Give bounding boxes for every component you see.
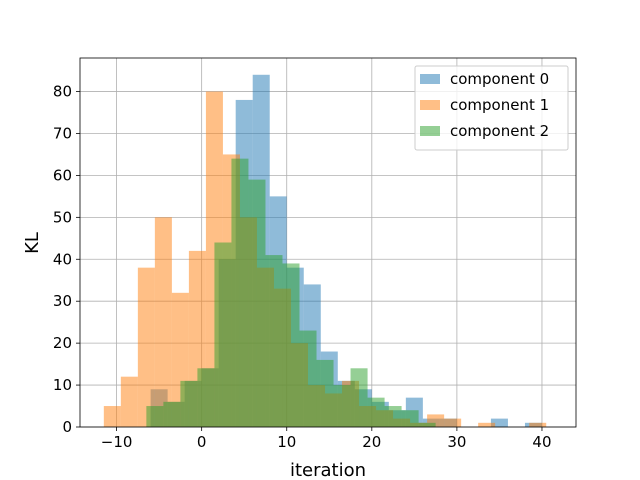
histogram-bar bbox=[180, 380, 198, 427]
histogram-bar bbox=[299, 330, 317, 427]
histogram-bar bbox=[154, 217, 172, 427]
histogram-bar bbox=[163, 401, 181, 427]
histogram-bar bbox=[333, 385, 351, 427]
histogram-bar bbox=[529, 422, 547, 427]
histogram-bar bbox=[231, 158, 249, 428]
legend-box bbox=[414, 65, 569, 151]
y-tick-label: 40 bbox=[53, 250, 72, 268]
y-tick-label: 70 bbox=[53, 124, 72, 142]
x-tick-label: 30 bbox=[447, 433, 466, 451]
histogram-bar bbox=[248, 179, 266, 427]
y-tick-label: 20 bbox=[53, 334, 72, 352]
histogram-bar bbox=[478, 422, 496, 427]
x-tick-label: 0 bbox=[197, 433, 207, 451]
legend-swatch bbox=[420, 100, 440, 110]
bars bbox=[103, 74, 547, 428]
histogram-bar bbox=[146, 406, 164, 427]
y-tick-label: 60 bbox=[53, 166, 72, 184]
histogram-bar bbox=[214, 242, 232, 427]
legend-label: component 1 bbox=[450, 96, 549, 114]
ticks: −10 0 10 20 30 40 0 10 20 30 40 50 60 70 80 bbox=[53, 83, 552, 451]
histogram-bar bbox=[401, 410, 419, 427]
histogram-bar bbox=[197, 368, 215, 427]
x-tick-label: 20 bbox=[362, 433, 381, 451]
legend: component 0 component 1 component 2 bbox=[414, 65, 569, 151]
histogram-bar bbox=[384, 406, 402, 427]
y-tick-label: 50 bbox=[53, 208, 72, 226]
histogram-bar bbox=[316, 359, 334, 427]
x-axis-label: iteration bbox=[290, 460, 366, 480]
legend-label: component 2 bbox=[450, 122, 549, 140]
y-tick-label: 30 bbox=[53, 292, 72, 310]
x-tick-label: −10 bbox=[101, 433, 133, 451]
x-tick-label: 40 bbox=[532, 433, 551, 451]
x-tick-label: 10 bbox=[277, 433, 296, 451]
legend-swatch bbox=[420, 126, 440, 136]
histogram-bar bbox=[444, 418, 462, 427]
histogram-bar bbox=[120, 376, 138, 427]
histogram-bar bbox=[418, 422, 436, 427]
histogram-bar bbox=[137, 267, 155, 427]
series-2 bbox=[146, 158, 436, 428]
y-axis-label: KL bbox=[22, 232, 43, 254]
y-tick-label: 0 bbox=[62, 418, 72, 436]
histogram-bar bbox=[490, 418, 508, 427]
histogram-bar bbox=[367, 397, 385, 427]
y-tick-label: 80 bbox=[53, 83, 72, 101]
histogram-bar bbox=[103, 406, 121, 427]
histogram-bar bbox=[282, 263, 300, 427]
legend-swatch bbox=[420, 74, 440, 84]
y-tick-label: 10 bbox=[53, 376, 72, 394]
histogram-bar bbox=[350, 368, 368, 427]
plot-frame bbox=[79, 57, 577, 428]
legend-label: component 0 bbox=[450, 70, 549, 88]
histogram-bar bbox=[265, 255, 283, 427]
